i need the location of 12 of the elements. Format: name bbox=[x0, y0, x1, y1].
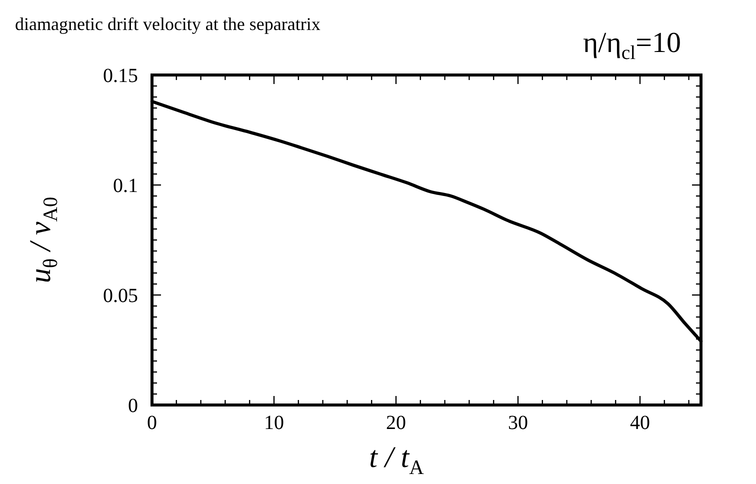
y-tick-label: 0.05 bbox=[103, 285, 138, 307]
x-tick-label: 0 bbox=[147, 412, 157, 434]
x-tick-label: 30 bbox=[508, 412, 528, 434]
x-axis-title: t / t$_{A}$ bbox=[369, 441, 424, 479]
x-tick-label: 10 bbox=[264, 412, 284, 434]
y-tick-label: 0.15 bbox=[103, 65, 138, 87]
x-tick-label: 40 bbox=[630, 412, 650, 434]
text: η/η$_{cl}$=10 bbox=[583, 27, 681, 64]
y-tick-label: 0 bbox=[128, 395, 138, 417]
chart-title: diamagnetic drift velocity at the separatrix bbox=[15, 14, 320, 34]
x-tick-label: 20 bbox=[386, 412, 406, 434]
y-tick-label: 0.1 bbox=[113, 175, 138, 197]
